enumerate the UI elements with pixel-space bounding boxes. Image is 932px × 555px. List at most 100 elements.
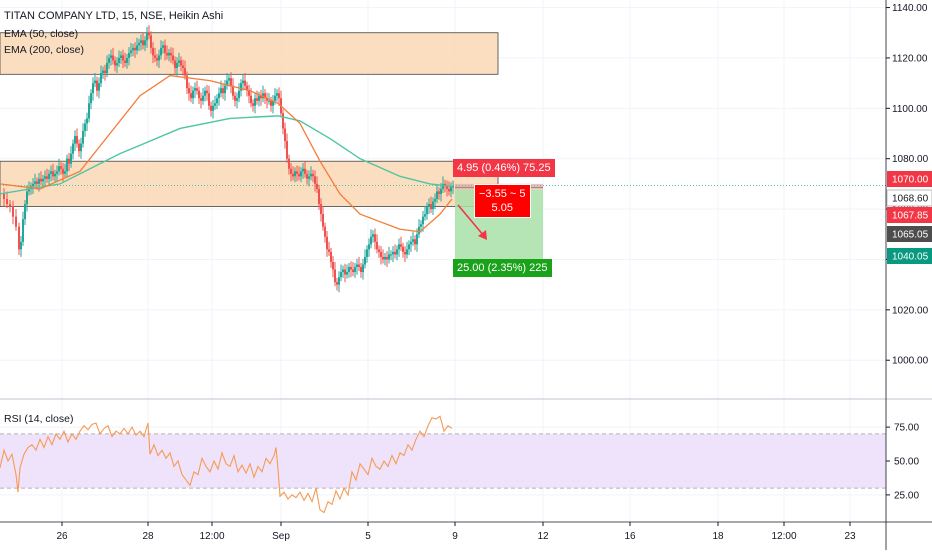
candle-body [204,90,206,96]
ema200-legend[interactable]: EMA (200, close) [4,44,84,56]
candle-body [254,98,256,106]
candle-body [26,191,28,205]
candle-body [298,173,300,177]
candle-body [136,45,138,51]
candle-body [158,55,160,61]
candle-body [120,55,122,58]
candle-body [376,241,378,250]
candle-body [428,204,430,207]
candle-body [410,241,412,245]
candle-body [170,52,172,56]
candle-body [430,204,432,210]
candle-body [15,216,17,227]
candle-body [338,277,340,285]
axis-tag-label: 1068.60 [892,194,929,205]
candle-body [112,55,114,61]
candle-body [388,254,390,260]
candle-body [82,130,84,144]
candle-body [166,52,168,56]
candle-body [102,70,104,74]
candle-body [276,93,278,96]
candle-body [266,98,268,101]
candle-body [414,239,416,245]
candle-body [290,168,292,174]
candle-body [250,95,252,104]
candle-body [400,244,402,247]
candle-body [186,75,188,89]
candle-body [262,93,264,99]
candle-body [200,98,202,101]
candle-body [220,88,222,94]
candle-body [28,188,30,192]
candle-body [328,249,330,252]
candle-body [154,55,156,58]
candle-body [148,32,150,36]
candle-body [206,90,208,94]
candle-body [96,80,98,91]
candle-body [88,103,90,119]
candle-body [240,83,242,91]
candle-body [162,45,164,48]
candle-body [222,88,224,94]
candle-body [42,178,44,182]
candle-body [76,136,78,144]
axis-tag-entry [886,189,932,207]
candle-body [438,191,440,194]
candle-body [258,95,260,101]
candle-body [322,214,324,227]
ema50-legend[interactable]: EMA (50, close) [4,28,79,40]
axis-tag-label: 1065.05 [892,230,929,241]
rsi-line [0,415,453,514]
axis-tag-label: 1067.85 [892,211,929,222]
candle-body [244,80,246,86]
candle-body [344,269,346,275]
candle-body [450,186,452,192]
candle-body [436,191,438,199]
candle-body [398,244,400,250]
candle-body [116,62,118,66]
ema200-line [0,115,453,195]
candle-body [406,249,408,255]
candle-body [36,181,38,184]
candle-body [294,171,296,177]
candle-body [372,234,374,237]
candle-body [34,181,36,184]
candle-body [230,78,232,86]
candle-body [66,158,68,172]
candle-body [226,80,228,86]
candle-body [386,256,388,260]
candle-body [348,267,350,273]
candle-body [440,188,442,194]
candle-body [408,244,410,250]
candle-body [260,95,262,99]
candle-body [432,201,434,210]
axis-tag-label: 1040.05 [892,252,929,263]
candle-body [346,272,348,275]
candle-body [198,90,200,99]
axis-tag-label: 1070.00 [892,175,929,186]
candle-body [272,100,274,106]
candle-body [104,70,106,74]
candle-body [144,40,146,46]
candle-body [24,204,26,220]
candle-body [320,204,322,215]
time-tick-label: 12 [537,531,549,542]
candle-body [132,47,134,51]
candle-body [134,47,136,51]
candle-body [172,55,174,61]
candle-body [412,239,414,242]
candle-body [94,80,96,84]
candle-body [352,269,354,273]
candle-body [370,236,372,245]
rsi-tick-label: 50.00 [894,457,919,468]
axis-tag-current [887,226,932,242]
price-tick-label: 1140.00 [892,3,928,14]
candle-body [342,269,344,273]
price-tick-label: 1100.00 [892,104,928,115]
rsi-legend[interactable]: RSI (14, close) [4,413,74,425]
candle-body [354,267,356,273]
candle-body [6,199,8,205]
rsi-band [0,433,886,489]
